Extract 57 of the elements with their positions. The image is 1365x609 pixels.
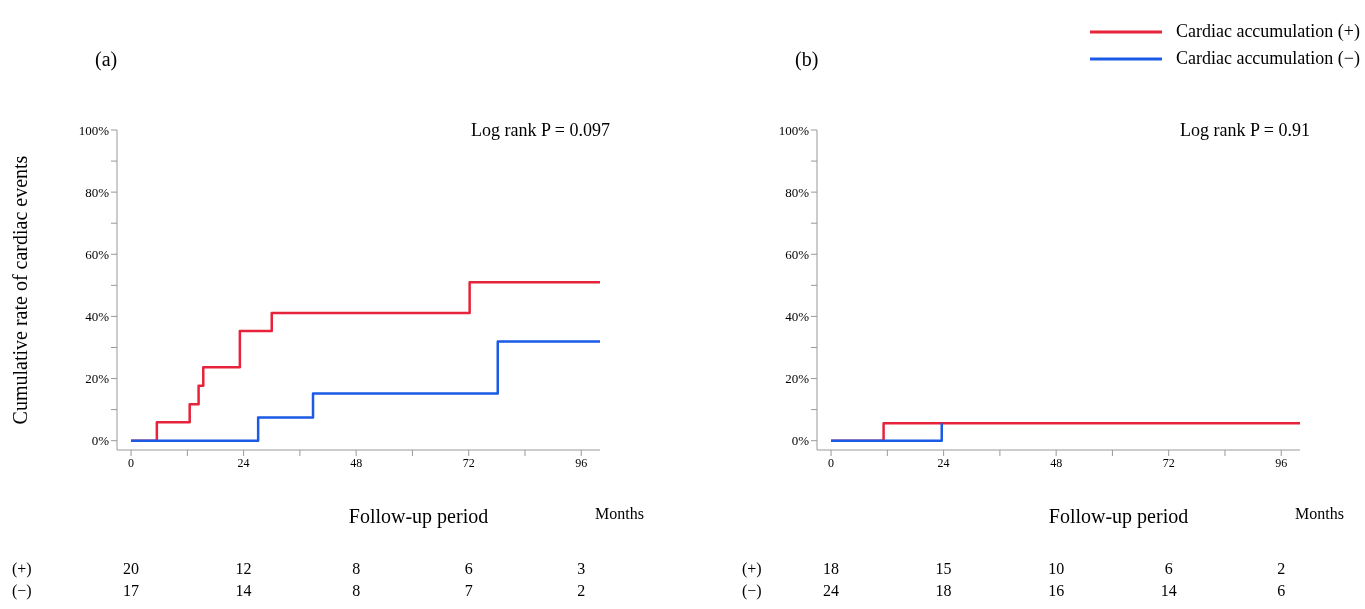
text: 14	[234, 582, 253, 600]
y-tick-label: 40%	[85, 309, 110, 325]
x-tick-label: 24	[237, 455, 250, 470]
x-tick-label: 72	[1162, 455, 1175, 470]
text: 24	[822, 582, 841, 600]
text: 15	[934, 560, 953, 578]
text: 6	[463, 560, 474, 578]
y-tick-label: 80%	[785, 184, 810, 200]
legend-label: Cardiac accumulation (+)	[1175, 21, 1360, 42]
text: 14	[1159, 582, 1178, 600]
x-tick-label: 0	[828, 455, 835, 470]
y-tick-label: 20%	[785, 371, 810, 387]
text: (−)	[12, 582, 32, 600]
y-tick-label: 100%	[78, 122, 110, 138]
text: 3	[576, 560, 587, 578]
text: 2	[1276, 560, 1287, 578]
x-tick-label: 0	[128, 455, 135, 470]
text: 17	[122, 582, 141, 600]
annotation: Log rank P = 0.097	[471, 120, 610, 141]
chart-title: (a)	[95, 48, 118, 71]
text: 12	[234, 560, 253, 578]
y-tick-label: 40%	[785, 309, 810, 325]
text: (−)	[742, 582, 762, 600]
y-tick-label: 60%	[785, 246, 810, 262]
y-tick-label: 0%	[791, 433, 810, 449]
y-tick-label: 20%	[85, 371, 110, 387]
text: Months	[595, 505, 644, 523]
x-tick-label: 96	[575, 455, 588, 470]
text: 8	[351, 582, 362, 600]
text: 20	[122, 560, 141, 578]
x-tick-label: 48	[350, 455, 363, 470]
x-tick-label: 72	[462, 455, 475, 470]
text: 16	[1047, 582, 1066, 600]
text: 2	[576, 582, 587, 600]
y-tick-label: 60%	[85, 246, 110, 262]
y-tick-label: 0%	[91, 433, 110, 449]
x-tick-label: 96	[1275, 455, 1288, 470]
text: 18	[934, 582, 953, 600]
y-tick-label: 100%	[778, 122, 810, 138]
x-tick-label: 24	[937, 455, 950, 470]
text: (+)	[742, 560, 762, 578]
text: Months	[1295, 505, 1344, 523]
annotation: Log rank P = 0.91	[1180, 120, 1310, 141]
y-tick-label: 80%	[85, 184, 110, 200]
text: 6	[1276, 582, 1287, 600]
legend-label: Cardiac accumulation (−)	[1175, 48, 1360, 69]
text: (+)	[12, 560, 32, 578]
chart-title: (b)	[795, 48, 819, 71]
text: 18	[822, 560, 841, 578]
text: 8	[351, 560, 362, 578]
text: 10	[1047, 560, 1066, 578]
text: 6	[1163, 560, 1174, 578]
x-tick-label: 48	[1050, 455, 1063, 470]
x-axis-title: Follow-up period	[347, 505, 490, 528]
y-axis-title: Cumulative rate of cardiac events	[8, 155, 32, 425]
x-axis-title: Follow-up period	[1047, 505, 1190, 528]
text: 7	[463, 582, 474, 600]
